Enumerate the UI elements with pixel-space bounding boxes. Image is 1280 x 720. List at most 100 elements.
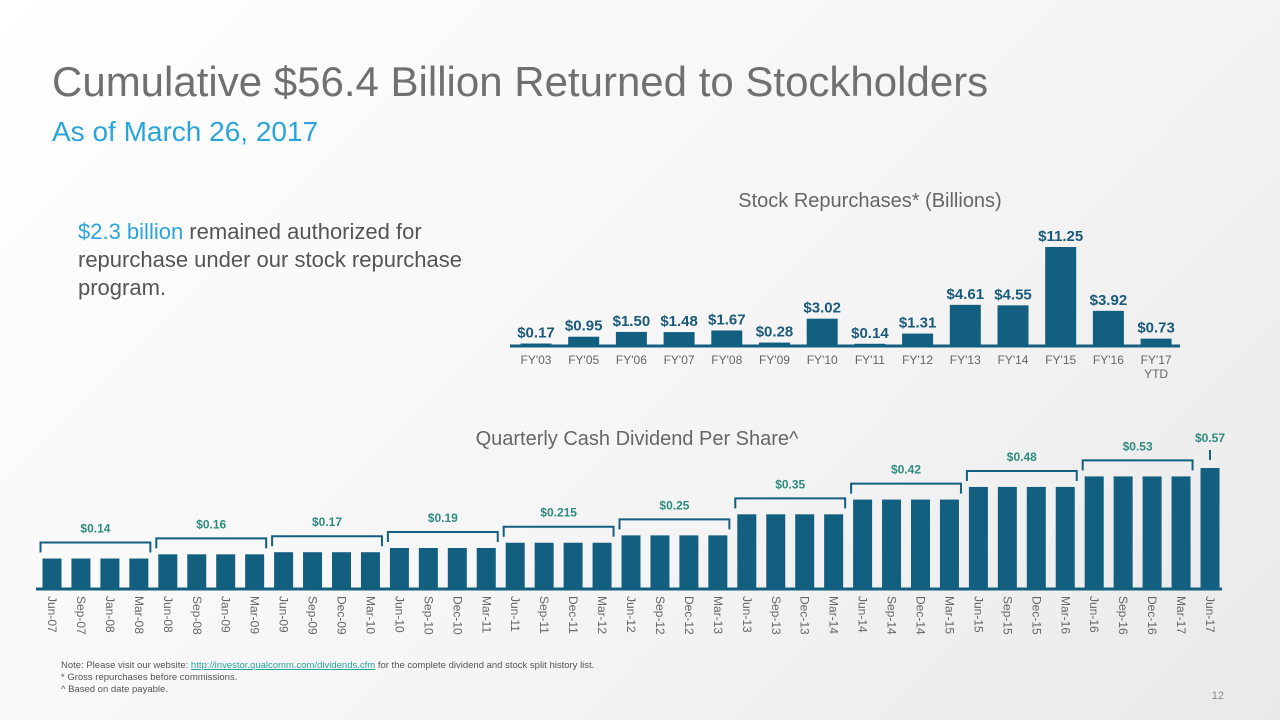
bar xyxy=(853,499,873,588)
tick-label: Sep-09 xyxy=(306,596,320,635)
page-number: 12 xyxy=(1211,690,1224,702)
tick-label: FY'06 xyxy=(616,353,647,367)
tick-label: FY'13 xyxy=(950,353,981,367)
tick-label: FY'10 xyxy=(807,353,838,367)
data-label: $0.17 xyxy=(517,325,555,342)
tick-label: Mar-13 xyxy=(711,596,725,634)
bar xyxy=(824,514,844,588)
tick-label: Sep-07 xyxy=(74,596,88,635)
bar xyxy=(737,514,757,588)
bar xyxy=(476,548,496,588)
authorization-text: $2.3 billion remained authorized for rep… xyxy=(78,218,498,302)
tick-label: FY'08 xyxy=(711,353,742,367)
group-label: $0.16 xyxy=(196,517,226,531)
data-label: $0.14 xyxy=(851,325,889,342)
bar xyxy=(1055,486,1075,588)
group-bracket xyxy=(850,482,962,494)
group-bracket xyxy=(618,518,731,530)
footnote-dividend: ^ Based on date payable. xyxy=(61,684,168,695)
bar xyxy=(418,548,438,588)
note-suffix: for the complete dividend and stock spli… xyxy=(375,660,595,671)
tick-label: Mar-16 xyxy=(1058,596,1072,634)
bar xyxy=(534,542,554,588)
data-label: $0.95 xyxy=(565,318,603,335)
data-label: $11.25 xyxy=(1038,228,1083,245)
bar xyxy=(245,554,265,588)
group-bracket xyxy=(39,541,152,553)
tick-label: Sep-14 xyxy=(885,596,899,635)
dividends-link[interactable]: http://investor.qualcomm.com/dividends.c… xyxy=(190,660,376,671)
group-label: $0.25 xyxy=(659,498,689,512)
tick-label: Sep-10 xyxy=(421,596,435,635)
data-label: $3.92 xyxy=(1090,292,1128,309)
bar xyxy=(1084,476,1104,588)
tick-label: Jun-13 xyxy=(740,596,754,633)
tick-label: Sep-13 xyxy=(769,596,783,635)
group-bracket xyxy=(502,525,615,537)
group-bracket xyxy=(155,537,268,549)
tick-label: Jan-09 xyxy=(219,596,233,633)
bar xyxy=(968,486,988,588)
bar xyxy=(332,552,351,588)
tick-label: Sep-08 xyxy=(190,596,204,635)
group-bracket xyxy=(734,497,847,509)
bar xyxy=(71,558,91,588)
tick-label: Dec-13 xyxy=(798,596,812,635)
bar xyxy=(1045,247,1077,345)
tick-label: Jun-14 xyxy=(856,596,870,633)
bar xyxy=(997,486,1017,588)
tick-label: FY'15 xyxy=(1045,353,1076,367)
bar xyxy=(902,333,934,345)
bar xyxy=(949,304,981,345)
bar xyxy=(303,552,323,588)
bar xyxy=(766,514,786,588)
bar xyxy=(708,535,728,588)
tick-label: Sep-15 xyxy=(1000,596,1014,635)
data-label: $1.48 xyxy=(660,313,698,330)
group-bracket xyxy=(271,535,383,547)
tick-label: Mar-12 xyxy=(595,596,609,634)
bar xyxy=(621,535,641,588)
tick-label: Dec-12 xyxy=(682,596,696,635)
tick-label: Mar-15 xyxy=(942,596,956,634)
repurchase-chart: $0.17 FY'03 $0.95 FY'05 $1.50 FY'06 $1.48 FY'07… xyxy=(510,228,1180,381)
bar xyxy=(1171,476,1191,588)
footnote-repurchases: * Gross repurchases before commissions. xyxy=(61,672,238,683)
bar xyxy=(1092,310,1124,345)
tick-label: Jun-07 xyxy=(45,596,59,633)
bar xyxy=(939,499,959,588)
bar xyxy=(679,535,699,588)
tick-label: FY'05 xyxy=(568,353,599,367)
bar xyxy=(615,331,647,345)
group-label: $0.35 xyxy=(775,477,805,491)
tick-label: Dec-11 xyxy=(566,596,580,634)
tick-label: Jun-17 xyxy=(1203,596,1217,633)
bar xyxy=(520,343,552,345)
bar xyxy=(505,542,525,588)
data-label: $0.28 xyxy=(756,324,794,341)
group-label: $0.42 xyxy=(891,463,921,477)
note-line: Note: Please visit our website: http://i… xyxy=(61,660,594,672)
tick-label: Dec-09 xyxy=(335,596,349,635)
tick-label: Jun-08 xyxy=(161,596,175,633)
data-label: $4.61 xyxy=(947,286,985,303)
bar xyxy=(911,499,930,588)
group-label: $0.19 xyxy=(428,511,458,525)
tick-label: Mar-11 xyxy=(479,596,493,633)
tick-label: Mar-09 xyxy=(248,596,262,634)
bar xyxy=(360,552,380,588)
tick-label: FY'17 xyxy=(1141,353,1172,367)
tick-label: YTD xyxy=(1144,367,1168,381)
bar xyxy=(1026,486,1046,588)
group-label: $0.17 xyxy=(312,515,342,529)
note-prefix: Note: Please visit our website: xyxy=(61,660,191,671)
bar xyxy=(650,535,670,588)
repurchase-chart-title: Stock Repurchases* (Billions) xyxy=(738,190,1001,212)
bar xyxy=(854,343,886,345)
tick-label: Dec-15 xyxy=(1029,596,1043,635)
tick-label: FY'12 xyxy=(902,353,933,367)
bar xyxy=(100,558,120,588)
tick-label: Jan-08 xyxy=(103,596,117,633)
bar xyxy=(882,499,902,588)
